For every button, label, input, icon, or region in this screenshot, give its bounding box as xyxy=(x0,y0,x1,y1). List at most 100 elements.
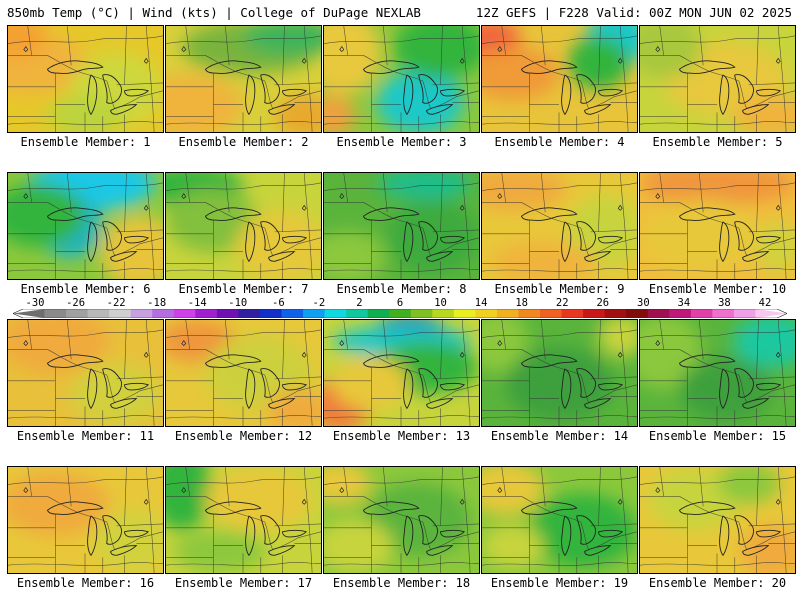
great-lake-outline xyxy=(520,207,578,221)
temperature-colorbar xyxy=(13,309,787,318)
boundary-line xyxy=(619,173,629,279)
boundary-line xyxy=(482,561,637,566)
colorbar-tick-label: -10 xyxy=(228,297,248,309)
colorbar-segment xyxy=(604,309,627,318)
great-lake-outline xyxy=(403,74,414,116)
colorbar-segment xyxy=(324,309,347,318)
great-lake-outline xyxy=(598,529,624,538)
boundary-line xyxy=(343,320,443,379)
ensemble-member-map xyxy=(481,466,638,574)
colorbar-tick-label: 6 xyxy=(396,297,404,309)
colorbar-segment xyxy=(733,309,756,318)
great-lake-outline xyxy=(46,207,104,221)
great-lake-outline xyxy=(678,207,736,221)
boundary-line xyxy=(166,182,321,191)
station-marker xyxy=(497,339,503,347)
station-marker xyxy=(617,498,623,505)
boundary-line xyxy=(27,467,127,526)
ensemble-member-label: Ensemble Member: 5 xyxy=(652,135,783,149)
boundary-line xyxy=(8,182,163,191)
boundary-line xyxy=(166,202,321,256)
boundary-line xyxy=(8,35,163,44)
temperature-region xyxy=(640,173,795,205)
temperature-region xyxy=(324,94,355,132)
colorbar-tick-label: -2 xyxy=(312,297,326,309)
boundary-line xyxy=(8,414,163,419)
ensemble-member-map xyxy=(165,172,322,280)
great-lake-outline xyxy=(756,382,782,391)
ensemble-member-label: Ensemble Member: 4 xyxy=(494,135,625,149)
ensemble-member-map xyxy=(7,319,164,427)
station-marker xyxy=(617,204,623,211)
colorbar-segment xyxy=(561,309,584,318)
great-lake-outline xyxy=(403,515,414,557)
great-lake-outline xyxy=(719,74,730,116)
colorbar-tick-label: 22 xyxy=(555,297,569,309)
ensemble-member-label: Ensemble Member: 18 xyxy=(332,576,471,590)
ensemble-member-map xyxy=(639,25,796,133)
station-marker xyxy=(459,57,465,64)
ensemble-member-label: Ensemble Member: 10 xyxy=(648,282,787,296)
colorbar-segment xyxy=(281,309,304,318)
boundary-line xyxy=(659,467,759,526)
ensemble-member-map xyxy=(7,466,164,574)
station-marker xyxy=(301,498,307,505)
colorbar-segment xyxy=(647,309,670,318)
great-lake-outline xyxy=(87,221,98,263)
great-lake-outline xyxy=(678,501,736,515)
boundary-line xyxy=(461,173,471,279)
boundary-line xyxy=(324,120,479,125)
colorbar-tick-label: -18 xyxy=(147,297,167,309)
boundary-line xyxy=(166,267,321,272)
temperature-region xyxy=(243,26,321,56)
boundary-line xyxy=(8,329,163,338)
colorbar-segment xyxy=(303,309,326,318)
station-marker xyxy=(23,486,29,494)
great-lake-outline xyxy=(742,104,770,115)
boundary-line xyxy=(640,561,795,566)
boundary-line xyxy=(8,496,163,550)
great-lake-outline xyxy=(440,88,466,97)
station-marker xyxy=(143,351,149,358)
boundary-line xyxy=(8,55,163,109)
great-lake-outline xyxy=(268,251,296,262)
boundary-line xyxy=(482,55,637,109)
boundary-line xyxy=(482,414,637,419)
colorbar-segment xyxy=(496,309,519,318)
boundary-line xyxy=(343,26,443,85)
station-marker xyxy=(497,486,503,494)
station-marker xyxy=(301,57,307,64)
temperature-region xyxy=(567,36,630,90)
station-marker xyxy=(497,45,503,53)
colorbar-segment xyxy=(755,309,787,318)
temperature-region xyxy=(482,525,544,568)
station-marker xyxy=(181,339,187,347)
great-lake-outline xyxy=(520,501,578,515)
boundary-line xyxy=(8,202,163,256)
boundary-line xyxy=(8,349,163,403)
station-marker xyxy=(339,45,345,53)
temperature-region xyxy=(166,188,259,253)
great-lake-outline xyxy=(756,235,782,244)
boundary-line xyxy=(343,467,443,526)
ensemble-member-map xyxy=(165,319,322,427)
great-lake-outline xyxy=(584,545,612,556)
boundary-line xyxy=(501,173,601,232)
ensemble-member-label: Ensemble Member: 7 xyxy=(178,282,309,296)
station-marker xyxy=(775,57,781,64)
ensemble-member-map xyxy=(165,466,322,574)
ensemble-member-label: Ensemble Member: 17 xyxy=(174,576,313,590)
boundary-line xyxy=(166,561,321,566)
great-lake-outline xyxy=(204,60,262,74)
temperature-region xyxy=(274,94,321,132)
great-lake-outline xyxy=(426,251,454,262)
great-lake-outline xyxy=(204,207,262,221)
great-lake-outline xyxy=(584,398,612,409)
colorbar-segment xyxy=(410,309,433,318)
boundary-line xyxy=(482,476,637,485)
boundary-line xyxy=(640,329,795,338)
ensemble-member-map xyxy=(639,466,796,574)
boundary-line xyxy=(185,467,285,526)
great-lake-outline xyxy=(124,235,150,244)
great-lake-outline xyxy=(362,501,420,515)
